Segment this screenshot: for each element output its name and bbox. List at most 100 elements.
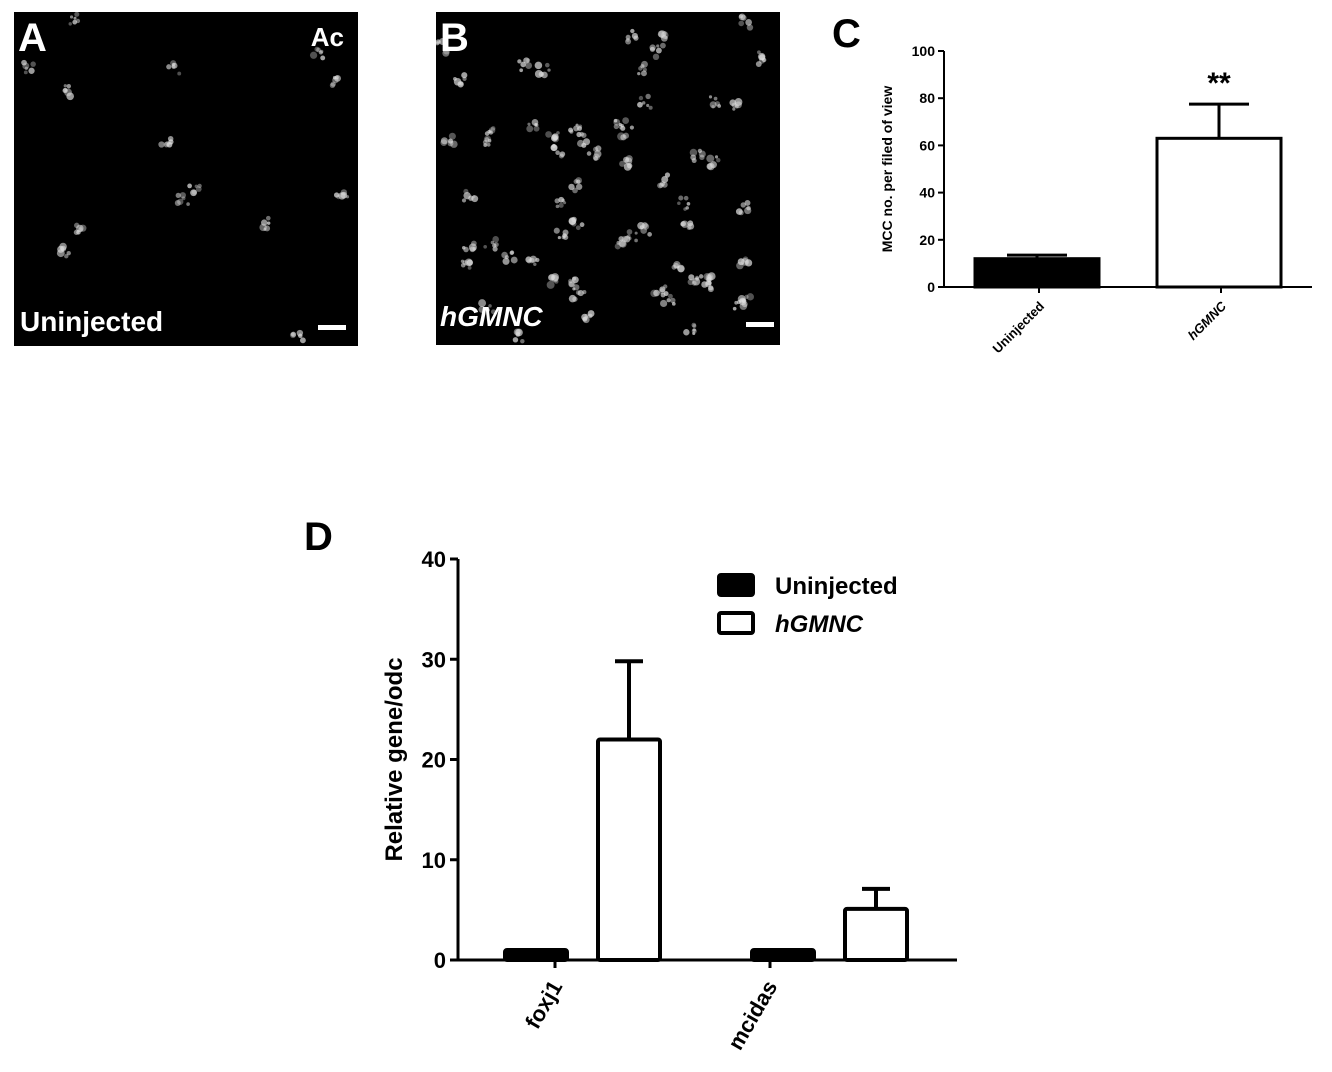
cell-spot — [461, 198, 467, 203]
cell-spot — [554, 198, 560, 204]
cell-spot — [695, 276, 700, 281]
cell-spot — [710, 161, 717, 169]
cell-spot — [338, 192, 346, 200]
bar-Uninjected-foxj1 — [503, 947, 569, 962]
cell-spot — [334, 74, 342, 82]
cell-spot — [63, 87, 68, 93]
cell-spot — [757, 50, 761, 55]
cell-spot — [483, 244, 487, 249]
cell-spot — [572, 287, 576, 291]
cell-spot — [191, 189, 198, 195]
cell-spot — [66, 250, 71, 256]
cell-spot — [664, 172, 671, 178]
cell-spot — [68, 22, 72, 26]
cell-spot — [758, 57, 765, 64]
cell-spot — [535, 257, 540, 263]
cell-spot — [177, 198, 184, 205]
cell-spot — [562, 229, 569, 236]
cell-spot — [661, 181, 668, 188]
cell-spot — [572, 276, 577, 281]
cell-spot — [484, 137, 490, 142]
cell-spot — [649, 46, 655, 52]
cell-spot — [547, 68, 551, 72]
cell-spot — [668, 293, 673, 299]
cell-spot — [533, 262, 537, 266]
cell-spot — [436, 41, 440, 46]
cell-spot — [447, 140, 454, 147]
y-tick-label: 40 — [422, 547, 446, 572]
cell-spot — [689, 148, 698, 157]
x-tick-label: mcidas — [723, 976, 783, 1054]
cell-spots — [436, 13, 767, 344]
cell-spot — [573, 284, 580, 291]
cell-spot — [637, 101, 643, 108]
cell-spot — [296, 329, 304, 337]
cell-spot — [634, 238, 638, 243]
cell-spot — [569, 129, 574, 134]
cell-spot — [172, 62, 176, 66]
cell-spot — [448, 132, 456, 140]
y-tick-label: 20 — [919, 232, 935, 248]
cell-spot — [637, 72, 641, 76]
cell-spot — [738, 210, 744, 216]
cell-spot — [490, 126, 496, 131]
cell-spot — [687, 222, 695, 230]
cell-spot — [699, 154, 705, 161]
cell-spot — [175, 192, 181, 198]
cell-spot — [671, 264, 677, 270]
cell-spot — [647, 232, 652, 237]
cell-spot — [545, 131, 552, 138]
cell-spot — [685, 206, 689, 210]
cell-spot — [734, 300, 739, 305]
cell-spot — [655, 47, 662, 54]
cell-spot — [525, 256, 532, 263]
cell-spot — [568, 281, 575, 287]
cell-spot — [69, 15, 74, 19]
y-tick-label: 60 — [919, 137, 935, 153]
cell-spot — [197, 183, 202, 188]
cell-spot — [492, 236, 499, 243]
micrograph-hgmnc: B hGMNC — [436, 12, 780, 345]
cell-spot — [264, 225, 271, 232]
stain-label: Ac — [310, 22, 344, 52]
cell-spot — [573, 179, 579, 184]
cell-spot — [746, 293, 754, 301]
cell-spot — [340, 189, 348, 196]
cell-spot — [166, 141, 173, 148]
cell-spot — [78, 227, 83, 232]
cell-spot — [582, 316, 588, 322]
panel-label-c: C — [832, 12, 861, 56]
cell-spot — [698, 274, 704, 279]
cell-spot — [177, 71, 182, 76]
cell-spot — [717, 104, 722, 108]
cell-spot — [30, 61, 36, 67]
cell-spot — [492, 246, 498, 252]
cell-spot — [490, 309, 496, 315]
cell-spot — [581, 132, 587, 138]
cell-spot — [330, 81, 336, 87]
cell-spot — [595, 145, 602, 152]
cell-spot — [466, 259, 474, 266]
bar-Uninjected-mcidas — [750, 947, 816, 962]
cell-spot — [571, 216, 577, 223]
cell-spot — [329, 82, 336, 88]
cell-spot — [28, 67, 35, 74]
cell-spot — [24, 66, 29, 70]
cell-spot — [652, 53, 660, 61]
cell-spot — [688, 274, 695, 281]
cell-spot — [626, 234, 631, 239]
cell-spots — [21, 12, 350, 344]
cell-spot — [738, 20, 745, 27]
cell-spot — [259, 223, 267, 232]
cell-spot — [714, 155, 719, 159]
legend-swatch — [717, 573, 755, 597]
x-tick-label: Uninjected — [990, 298, 1048, 356]
cell-spot — [626, 229, 633, 235]
cell-spot — [619, 240, 627, 248]
cell-spot — [460, 259, 465, 263]
cell-spot — [194, 184, 199, 189]
cell-spot — [447, 138, 454, 144]
cell-spot — [440, 139, 448, 147]
cell-spot — [744, 259, 753, 267]
